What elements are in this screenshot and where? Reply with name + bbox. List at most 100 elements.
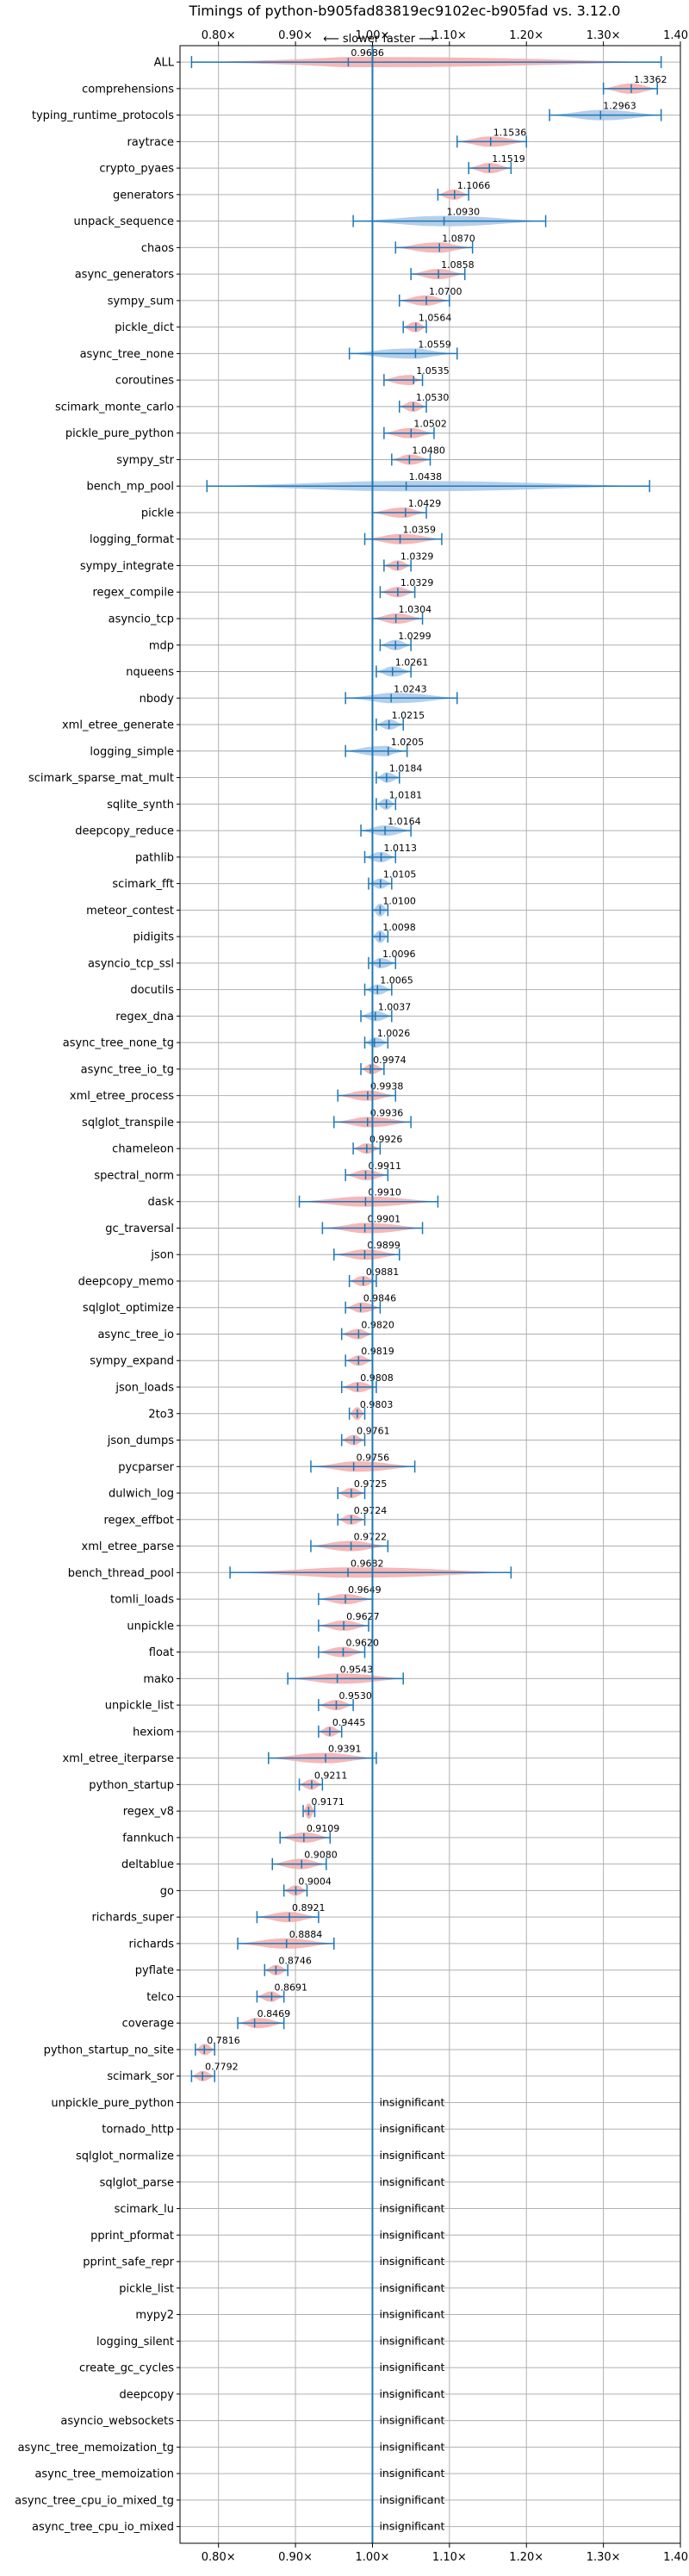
mean-value-label: 1.0181	[389, 789, 423, 800]
mean-value-label: 1.0105	[383, 869, 417, 880]
direction-label: ⟵ slower faster ⟶	[323, 33, 435, 46]
benchmark-label: ALL	[154, 57, 175, 70]
benchmark-label: async_tree_io_tg	[81, 1063, 174, 1076]
mean-value-label: 0.9846	[363, 1293, 397, 1304]
mean-value-label: 1.0215	[392, 710, 425, 721]
benchmark-label: scimark_sparse_mat_mult	[28, 772, 174, 785]
benchmark-label: async_tree_none_tg	[63, 1037, 174, 1050]
benchmark-label: chameleon	[112, 1143, 174, 1156]
insignificant-label: insignificant	[379, 2308, 444, 2321]
insignificant-label: insignificant	[379, 2493, 444, 2506]
benchmark-label: pprint_safe_repr	[83, 2256, 174, 2269]
benchmark-label: comprehensions	[82, 83, 174, 96]
benchmark-label: tornado_http	[102, 2124, 174, 2137]
benchmark-label: tomli_loads	[110, 1594, 174, 1607]
mean-value-label: 1.0502	[413, 419, 447, 430]
x-tick-label-top: 1.10×	[432, 29, 467, 42]
benchmark-label: richards_super	[91, 1912, 174, 1925]
benchmark-label: dulwich_log	[109, 1488, 174, 1501]
mean-value-label: 0.9686	[351, 47, 384, 59]
benchmark-label: coverage	[122, 2018, 174, 2031]
mean-value-label: 1.0304	[399, 604, 432, 615]
mean-value-label: 0.9627	[346, 1611, 380, 1622]
benchmark-label: pathlib	[135, 851, 174, 864]
benchmark-label: json	[150, 1249, 174, 1262]
insignificant-label: insignificant	[379, 2520, 444, 2533]
benchmark-label: bench_thread_pool	[68, 1567, 174, 1580]
mean-value-label: 1.0113	[384, 843, 418, 854]
benchmark-label: python_startup_no_site	[44, 2044, 174, 2056]
benchmark-label: scimark_sor	[107, 2070, 174, 2083]
insignificant-label: insignificant	[379, 2095, 444, 2108]
mean-value-label: 1.1519	[492, 153, 525, 165]
benchmark-label: regex_effbot	[103, 1514, 174, 1527]
benchmark-label: scimark_fft	[112, 878, 174, 891]
insignificant-label: insignificant	[379, 2361, 444, 2374]
mean-value-label: 0.9725	[354, 1478, 388, 1490]
x-tick-label-bottom: 1.10×	[432, 2551, 467, 2564]
grid-lines	[180, 46, 681, 2543]
benchmark-label: coroutines	[115, 375, 174, 388]
benchmark-label: sympy_integrate	[80, 560, 174, 573]
insignificant-label: insignificant	[379, 2387, 444, 2400]
benchmark-label: mdp	[149, 639, 174, 652]
x-tick-label-top: 0.90×	[278, 29, 313, 42]
benchmark-label: sympy_str	[116, 454, 174, 467]
benchmark-label: scimark_monte_carlo	[55, 401, 174, 414]
benchmark-label: sqlglot_parse	[100, 2176, 174, 2189]
mean-value-label: 1.0261	[395, 657, 429, 669]
benchmark-label: crypto_pyaes	[99, 163, 174, 176]
mean-value-label: 0.8884	[289, 1929, 323, 1940]
benchmark-label: logging_silent	[96, 2336, 174, 2349]
mean-value-label: 0.9899	[367, 1240, 400, 1251]
benchmark-label: pyflate	[135, 1964, 174, 1977]
benchmark-label: scimark_lu	[115, 2203, 174, 2216]
benchmark-label: async_tree_cpu_io_mixed_tg	[15, 2494, 174, 2507]
mean-value-label: 0.9620	[345, 1638, 379, 1649]
insignificant-label: insignificant	[379, 2175, 444, 2188]
benchmark-label: nqueens	[126, 666, 174, 679]
benchmark-label: sqlglot_transpile	[82, 1117, 174, 1129]
mean-value-label: 1.0164	[388, 816, 421, 827]
mean-value-label: 0.9974	[373, 1055, 407, 1066]
benchmark-label: typing_runtime_protocols	[32, 109, 174, 122]
insignificant-label: insignificant	[379, 2414, 444, 2427]
benchmark-label: async_generators	[75, 269, 175, 282]
mean-value-label: 0.9543	[340, 1664, 374, 1675]
x-tick-label-top: 1.30×	[587, 29, 621, 42]
benchmark-label: regex_dna	[115, 1011, 174, 1024]
benchmark-label: fannkuch	[122, 1832, 174, 1845]
benchmark-label: unpickle	[127, 1620, 174, 1633]
benchmark-label: unpickle_pure_python	[51, 2097, 174, 2110]
benchmark-label: asyncio_websockets	[60, 2415, 174, 2428]
mean-value-label: 0.9682	[351, 1558, 384, 1569]
x-tick-label-bottom: 0.80×	[202, 2551, 236, 2564]
x-tick-label-bottom: 1.40×	[663, 2551, 689, 2564]
mean-value-label: 1.0184	[389, 763, 423, 775]
benchmark-label: sqlglot_optimize	[83, 1302, 174, 1315]
mean-value-label: 0.9820	[361, 1319, 394, 1330]
mean-value-label: 0.9808	[360, 1372, 394, 1384]
mean-value-label: 0.9722	[354, 1532, 388, 1543]
insignificant-label: insignificant	[379, 2440, 444, 2453]
benchmark-label: asyncio_tcp	[109, 613, 174, 626]
benchmark-label: gc_traversal	[105, 1223, 174, 1235]
mean-value-label: 1.1066	[457, 180, 491, 191]
benchmark-label: mypy2	[135, 2309, 174, 2322]
mean-value-label: 1.0535	[416, 365, 450, 376]
benchmark-label: xml_etree_parse	[82, 1540, 174, 1553]
benchmark-label: deepcopy_memo	[78, 1275, 174, 1288]
x-axis-ticks: 0.80× 0.80× 0.90× 0.90× 1.00× 1.00× 1.10× 1.10×…	[202, 29, 689, 2564]
x-tick-label-bottom: 1.30×	[587, 2551, 621, 2564]
insignificant-label: insignificant	[379, 2281, 444, 2294]
benchmark-label: regex_v8	[123, 1806, 174, 1819]
benchmark-label: telco	[146, 1991, 174, 2004]
benchmark-label: sympy_expand	[90, 1355, 174, 1368]
benchmark-label: xml_etree_process	[70, 1090, 174, 1103]
mean-value-label: 1.0564	[419, 313, 452, 324]
x-tick-label-top: 1.20×	[509, 29, 543, 42]
mean-value-label: 0.7792	[205, 2062, 239, 2073]
benchmark-label: async_tree_memoization_tg	[18, 2442, 174, 2455]
benchmark-label: raytrace	[127, 136, 174, 149]
